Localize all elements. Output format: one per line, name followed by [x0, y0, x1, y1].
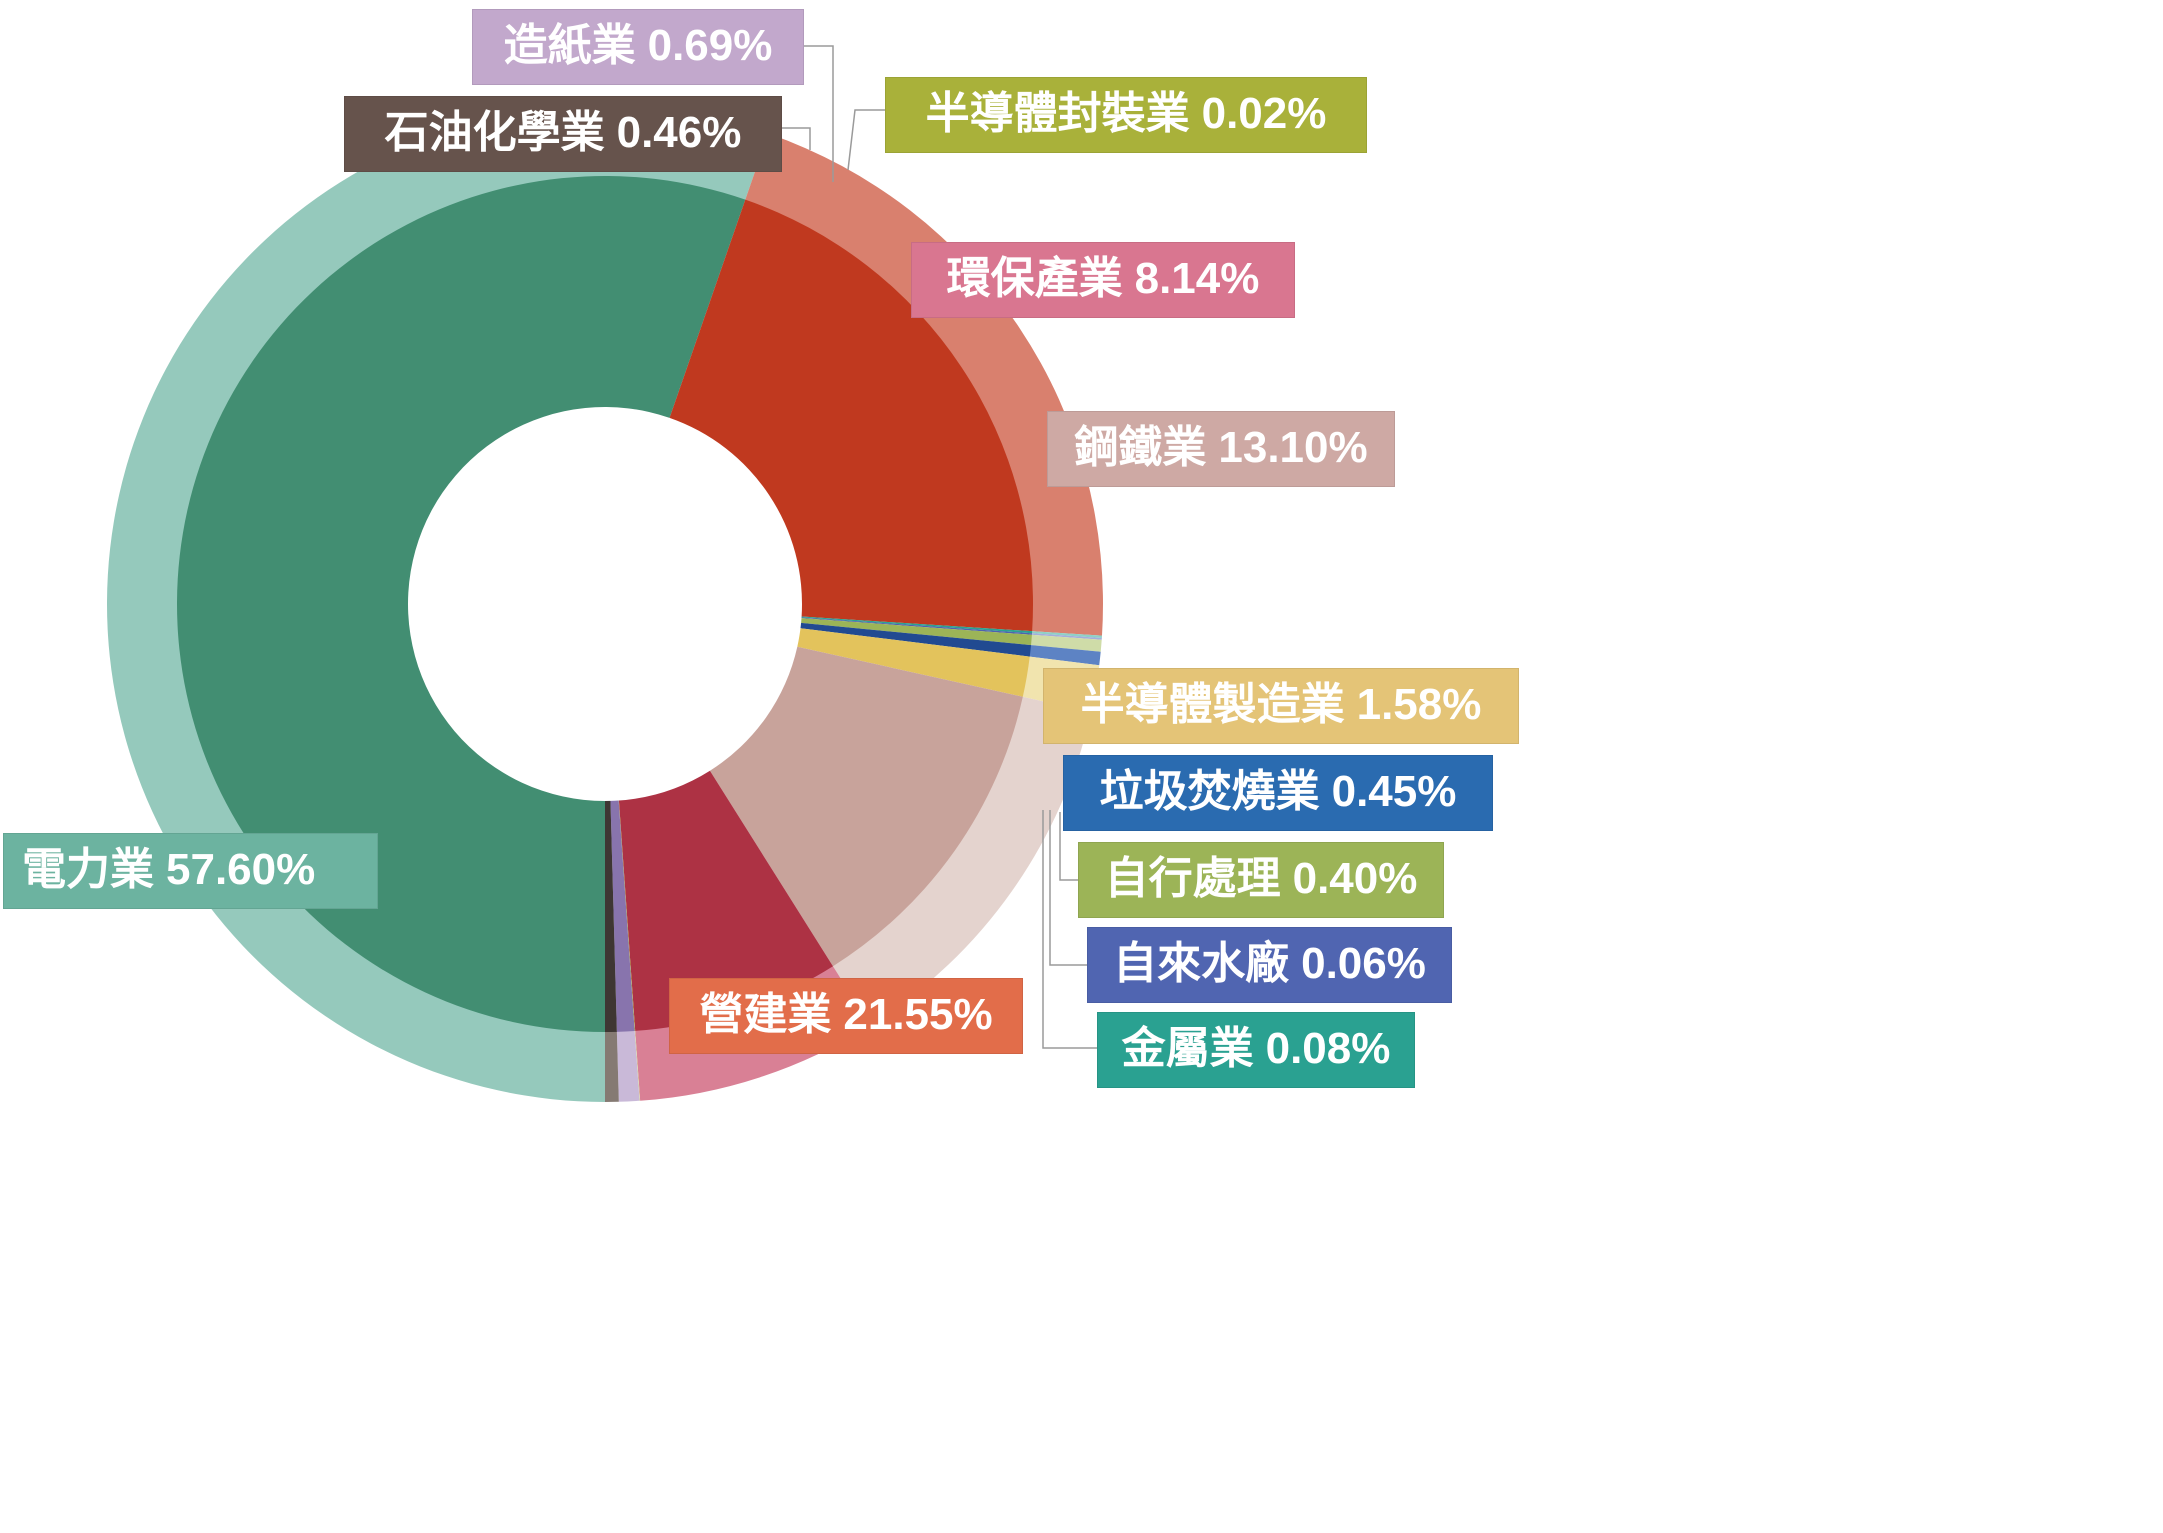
slice-steel [709, 646, 1023, 967]
slice-outer-incineration [1028, 644, 1101, 666]
label-metal: 金屬業 0.08% [1097, 1012, 1415, 1088]
slice-metal [801, 616, 1033, 634]
label-steel: 鋼鐵業 13.10% [1047, 411, 1395, 487]
leader-waterworks [1049, 810, 1087, 966]
slice-environmental [618, 770, 833, 1031]
leader-petrochemical [782, 127, 811, 150]
slice-outer-waterworks [1030, 633, 1102, 640]
slice-outer-self-treatment [1030, 634, 1102, 652]
inner-ring [176, 175, 1033, 1032]
label-construction: 營建業 21.55% [669, 978, 1023, 1054]
slice-outer-steel [832, 696, 1092, 1026]
label-incineration: 垃圾焚燒業 0.45% [1063, 755, 1493, 831]
slice-outer-metal [1031, 631, 1102, 639]
slice-paper [610, 800, 635, 1032]
leader-self-treatment [1059, 812, 1078, 881]
donut-chart [107, 45, 1103, 1103]
slice-semiconductor-packaging [618, 800, 636, 1031]
label-environmental: 環保產業 8.14% [911, 242, 1295, 318]
slice-petrochemical [605, 800, 617, 1032]
label-waterworks: 自來水廠 0.06% [1087, 927, 1452, 1003]
label-petrochemical: 石油化學業 0.46% [344, 96, 782, 172]
label-semiconductor-packaging: 半導體封裝業 0.02% [885, 77, 1367, 153]
slice-semiconductor-mfg [797, 628, 1030, 697]
slice-incineration [800, 622, 1032, 657]
leader-metal [1042, 810, 1097, 1049]
slice-self-treatment [801, 618, 1032, 646]
leader-paper [804, 45, 834, 182]
slice-waterworks [801, 617, 1033, 635]
slice-outer-petrochemical [605, 1030, 619, 1102]
slice-outer-paper [616, 1029, 640, 1102]
label-self-treatment: 自行處理 0.40% [1078, 842, 1444, 918]
label-semiconductor-mfg: 半導體製造業 1.58% [1043, 668, 1519, 744]
slice-outer-construction [744, 133, 1103, 636]
slice-power [176, 175, 746, 1032]
slice-outer-semiconductor-packaging [634, 1029, 641, 1101]
leader-semiconductor-packaging [847, 109, 885, 171]
slice-construction [669, 199, 1033, 632]
label-power: 電力業 57.60% [3, 833, 378, 909]
leader-lines [782, 45, 1097, 1049]
label-paper: 造紙業 0.69% [472, 9, 804, 85]
